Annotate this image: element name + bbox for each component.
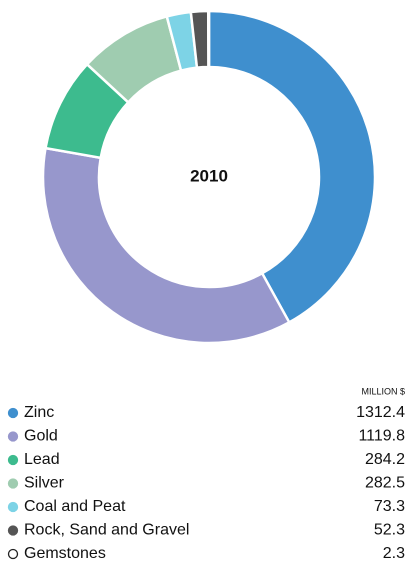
legend-label: Lead — [24, 451, 60, 468]
legend-label: Rock, Sand and Gravel — [24, 522, 189, 539]
legend-value: 73.3 — [374, 498, 405, 515]
legend-label: Coal and Peat — [24, 498, 126, 515]
slice — [207, 9, 377, 325]
legend: Zinc 1312.4 Gold 1119.8 Lead 284.2 Silver 282.5… — [7, 404, 405, 562]
legend-marker — [7, 407, 19, 419]
legend-label: Gold — [24, 428, 58, 445]
legend-value: 52.3 — [374, 522, 405, 539]
center-label: 2010 — [190, 166, 228, 185]
donut — [41, 9, 377, 345]
legend-value: 284.2 — [365, 451, 405, 468]
legend-label: Silver — [24, 475, 65, 492]
legend-marker — [7, 431, 19, 442]
legend-marker — [7, 501, 19, 513]
legend-marker — [7, 478, 19, 489]
slice — [206, 9, 211, 69]
unit-label: MILLION $ — [361, 386, 405, 396]
legend-value: 1119.8 — [358, 428, 405, 445]
legend-marker — [7, 525, 19, 536]
legend-value: 1312.4 — [356, 404, 405, 421]
slice — [41, 146, 291, 345]
legend-value: 282.5 — [365, 475, 405, 492]
legend-value: 2.3 — [383, 545, 405, 561]
legend-marker — [7, 454, 19, 466]
legend-marker — [7, 548, 19, 560]
legend-label: Zinc — [24, 404, 54, 421]
legend-label: Gemstones — [24, 545, 106, 561]
